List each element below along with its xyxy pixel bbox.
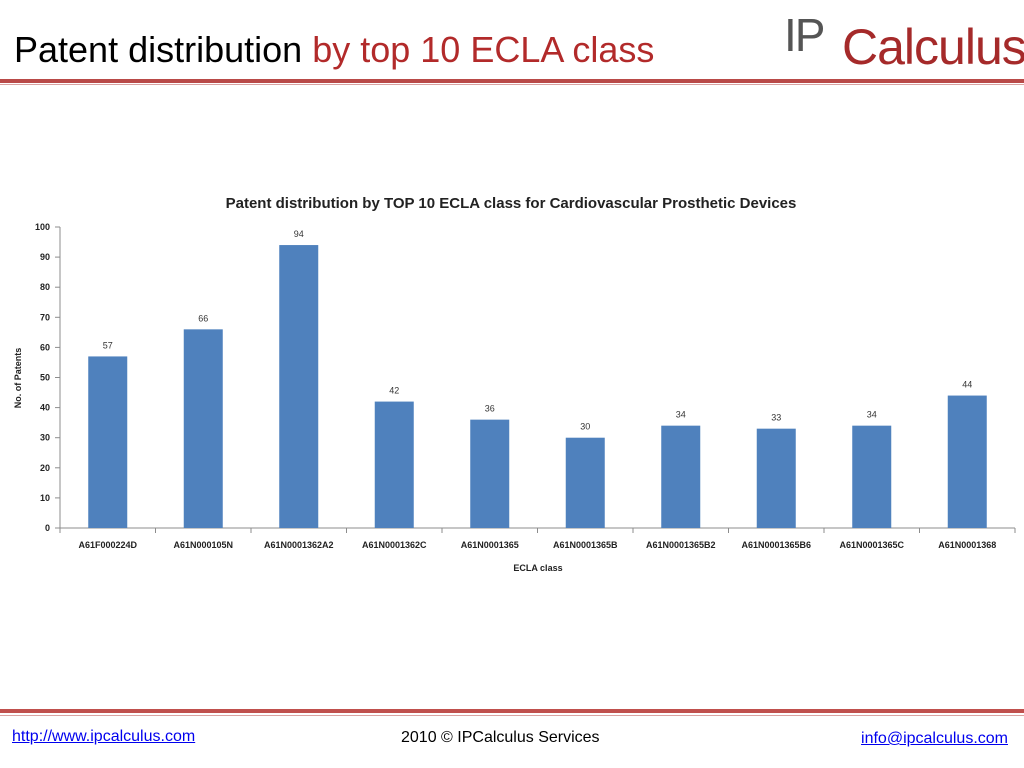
x-axis-label: ECLA class: [513, 563, 562, 573]
data-label: 36: [485, 404, 495, 414]
data-label: 66: [198, 313, 208, 323]
bar: [279, 245, 319, 528]
slide-title-main: Patent distribution: [14, 29, 303, 70]
bar: [565, 437, 605, 528]
footer-divider: [0, 709, 1024, 713]
x-tick-label: A61N0001365B: [553, 540, 618, 550]
logo-calculus-text: Calculus: [842, 19, 1024, 75]
slide-title: Patent distribution by top 10 ECLA class: [14, 28, 654, 72]
y-tick-label: 90: [40, 252, 50, 262]
chart-title: Patent distribution by TOP 10 ECLA class…: [226, 195, 797, 212]
bar: [661, 425, 701, 528]
y-tick-label: 80: [40, 282, 50, 292]
data-label: 44: [962, 380, 972, 390]
y-axis-label: No. of Patents: [13, 348, 23, 409]
y-tick-label: 20: [40, 463, 50, 473]
copyright-text: 2010 © IPCalculus Services: [401, 729, 600, 746]
x-tick-label: A61N0001365C: [839, 540, 904, 550]
x-tick-label: A61N0001365B6: [741, 540, 811, 550]
x-tick-label: A61N0001365B2: [646, 540, 716, 550]
bar: [852, 425, 892, 528]
bar: [470, 419, 510, 528]
y-tick-label: 40: [40, 403, 50, 413]
x-tick-label: A61N000105N: [173, 540, 233, 550]
logo-ip-text: IP: [784, 9, 825, 61]
y-tick-label: 60: [40, 342, 50, 352]
y-tick-label: 70: [40, 312, 50, 322]
y-tick-label: 30: [40, 433, 50, 443]
bar: [183, 329, 223, 528]
data-label: 57: [103, 340, 113, 350]
header-divider-thin: [0, 84, 1024, 85]
bar: [756, 428, 796, 528]
slide-title-accent: by top 10 ECLA class: [312, 29, 655, 70]
data-label: 94: [294, 229, 304, 239]
data-label: 30: [580, 422, 590, 432]
footer-divider-thin: [0, 715, 1024, 716]
data-label: 34: [676, 410, 686, 420]
bar: [374, 401, 414, 528]
website-link[interactable]: http://www.ipcalculus.com: [12, 728, 196, 745]
data-label: 33: [771, 413, 781, 423]
x-tick-label: A61N0001368: [938, 540, 996, 550]
x-tick-label: A61N0001365: [461, 540, 519, 550]
y-tick-label: 0: [45, 523, 50, 533]
x-tick-label: A61F000224D: [78, 540, 137, 550]
bar-chart: Patent distribution by TOP 10 ECLA class…: [13, 195, 1016, 573]
bar: [88, 356, 128, 528]
header-divider: [0, 79, 1024, 83]
x-tick-label: A61N0001362A2: [264, 540, 334, 550]
y-tick-label: 50: [40, 373, 50, 383]
y-tick-label: 10: [40, 493, 50, 503]
x-tick-label: A61N0001362C: [362, 540, 427, 550]
plot-area: 0 10 20 30 40 50 60 70 80 90 100 57 A61F000224D 66 A61…: [35, 222, 1016, 550]
email-link[interactable]: info@ipcalculus.com: [861, 730, 1008, 747]
data-label: 34: [867, 410, 877, 420]
bar: [947, 395, 987, 528]
ipcalculus-logo: IP Calculus: [784, 4, 1024, 75]
data-label: 42: [389, 386, 399, 396]
y-tick-label: 100: [35, 222, 50, 232]
